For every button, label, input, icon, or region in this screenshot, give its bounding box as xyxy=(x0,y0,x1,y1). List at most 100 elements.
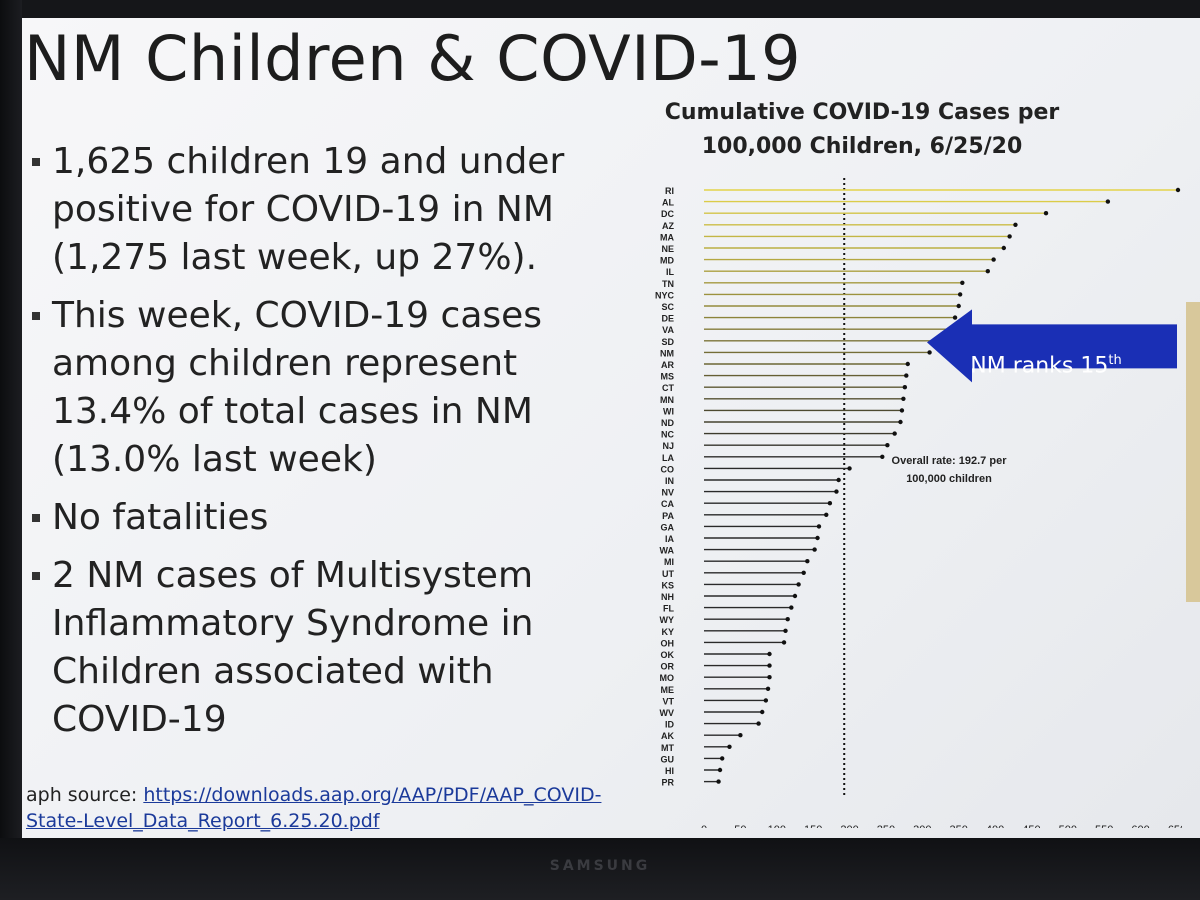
bullet-item: 1,625 children 19 and under positive for… xyxy=(22,138,582,282)
lollipop-dot xyxy=(985,269,990,274)
category-label: DE xyxy=(661,314,674,324)
lollipop-dot xyxy=(796,582,801,587)
category-label: MN xyxy=(660,395,674,405)
source-link[interactable]: https://downloads.aap.org/AAP/PDF/AAP_CO… xyxy=(143,784,602,806)
category-label: WA xyxy=(660,546,675,556)
category-label: KY xyxy=(661,627,674,637)
source-prefix: aph source: xyxy=(26,784,144,806)
category-label: CO xyxy=(661,464,675,474)
lollipop-dot xyxy=(956,303,961,309)
category-label: NJ xyxy=(662,441,674,451)
category-label: MO xyxy=(660,673,675,683)
monitor-bezel-left xyxy=(0,0,22,900)
lollipop-dot xyxy=(812,547,817,552)
category-label: DC xyxy=(661,209,674,219)
callout-arrow xyxy=(927,309,1177,383)
category-label: GA xyxy=(661,522,675,532)
lollipop-dot xyxy=(760,709,765,715)
lollipop-dot xyxy=(1007,234,1012,239)
category-label: IA xyxy=(665,534,675,544)
category-label: AL xyxy=(662,198,674,208)
category-label: AZ xyxy=(662,221,674,231)
category-label: AR xyxy=(661,360,674,370)
lollipop-dot xyxy=(719,756,725,761)
category-label: MI xyxy=(664,557,674,567)
category-label: WV xyxy=(660,708,675,718)
x-tick-label: 550 xyxy=(1095,824,1113,828)
x-tick-label: 450 xyxy=(1022,824,1040,828)
x-tick-label: 350 xyxy=(950,824,968,828)
lollipop-dot xyxy=(717,767,723,773)
category-label: ID xyxy=(665,720,675,730)
callout-label: NM ranks 15th xyxy=(936,353,1156,378)
category-label: PA xyxy=(662,511,674,521)
lollipop-dot xyxy=(827,501,833,506)
graph-source: aph source: https://downloads.aap.org/AA… xyxy=(26,782,601,834)
decorative-side-bar xyxy=(1186,302,1200,602)
lollipop-dot xyxy=(991,257,996,262)
lollipop-dot xyxy=(904,373,909,378)
lollipop-dot xyxy=(899,408,905,413)
lollipop-dot xyxy=(727,744,732,749)
lollipop-dot xyxy=(824,512,829,517)
lollipop-dot xyxy=(716,779,721,784)
lollipop-dot xyxy=(880,454,885,459)
callout-suffix: th xyxy=(1108,353,1122,368)
x-tick-label: 600 xyxy=(1131,824,1149,828)
lollipop-dot xyxy=(1175,187,1181,193)
lollipop-dot xyxy=(927,350,932,355)
lollipop-dot xyxy=(763,698,769,703)
lollipop-dot xyxy=(960,280,965,285)
category-label: NV xyxy=(661,488,674,498)
lollipop-dot xyxy=(783,628,788,633)
category-label: CT xyxy=(662,383,674,393)
category-label: KS xyxy=(661,580,674,590)
category-label: OH xyxy=(661,638,675,648)
category-label: ND xyxy=(661,418,674,428)
category-label: RI xyxy=(665,186,674,196)
bullet-item: No fatalities xyxy=(22,494,582,542)
x-tick-label: 50 xyxy=(734,824,746,828)
x-tick-label: 150 xyxy=(804,824,822,828)
lollipop-dot xyxy=(836,477,841,483)
category-label: MD xyxy=(660,256,674,266)
source-link-continued[interactable]: State-Level_Data_Report_6.25.20.pdf xyxy=(26,810,380,832)
category-label: MS xyxy=(661,372,675,382)
lollipop-dot xyxy=(1001,245,1007,251)
category-label: IL xyxy=(666,267,675,277)
category-label: PR xyxy=(661,778,674,788)
category-label: SC xyxy=(661,302,674,312)
monitor-bezel-bottom xyxy=(0,838,1200,900)
category-label: NC xyxy=(661,430,674,440)
category-label: NM xyxy=(660,348,674,358)
lollipop-dot xyxy=(738,733,743,738)
category-label: CA xyxy=(661,499,674,509)
lollipop-dot xyxy=(898,419,903,425)
lollipop-dot xyxy=(767,663,772,668)
x-tick-label: 500 xyxy=(1059,824,1077,828)
lollipop-dot xyxy=(952,315,958,320)
lollipop-dot xyxy=(789,605,794,610)
category-label: WI xyxy=(663,406,674,416)
category-label: IN xyxy=(665,476,674,486)
lollipop-dot xyxy=(1105,199,1111,204)
lollipop-dot xyxy=(815,535,820,541)
x-tick-label: 200 xyxy=(840,824,858,828)
category-label: LA xyxy=(662,453,674,463)
category-label: ME xyxy=(661,685,675,695)
x-tick-label: 100 xyxy=(768,824,786,828)
category-label: WY xyxy=(660,615,675,625)
lollipop-dot xyxy=(1013,222,1018,227)
category-label: AK xyxy=(661,731,674,741)
presentation-slide: NM Children & COVID-19 1,625 children 19… xyxy=(22,18,1200,838)
category-label: TN xyxy=(662,279,674,289)
category-label: FL xyxy=(663,604,674,614)
lollipop-dot xyxy=(834,489,839,494)
category-label: OR xyxy=(661,662,675,672)
slide-title: NM Children & COVID-19 xyxy=(24,22,802,95)
x-tick-label: 300 xyxy=(913,824,931,828)
overall-rate-note: Overall rate: 192.7 per 100,000 children xyxy=(891,455,1007,485)
category-label: VA xyxy=(662,325,674,335)
category-label: UT xyxy=(662,569,674,579)
monitor-brand: SAMSUNG xyxy=(549,858,651,874)
